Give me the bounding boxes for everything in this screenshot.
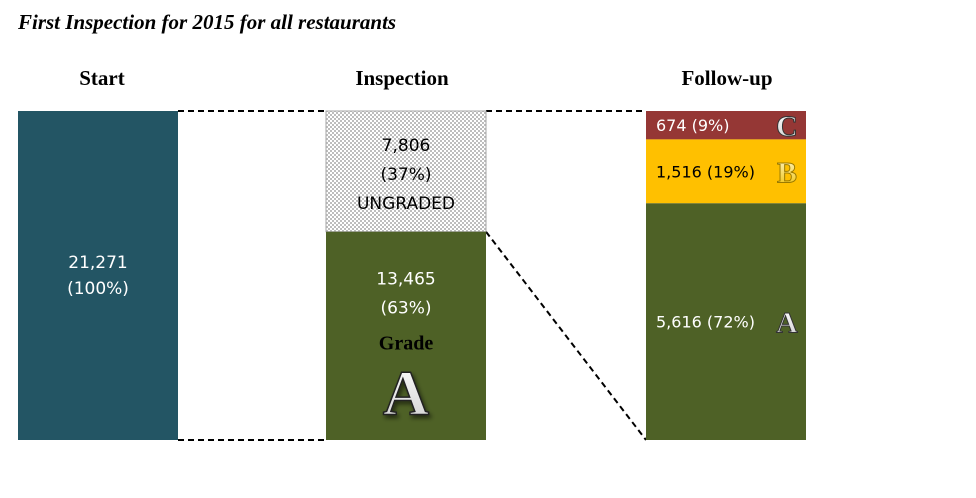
bar-follow-up-grade-a [646,203,806,440]
ungraded-status-label: UNGRADED [357,194,455,214]
stage-label-start: Start [79,66,125,90]
start-percent-label: (100%) [67,279,129,299]
ungraded-value-label: 7,806 [382,136,431,156]
bar-follow-up-grade-b [646,139,806,204]
grade-c-letter-icon: C [776,110,798,143]
follow-up-grade-a-letter-icon: A [776,307,798,340]
chart-title: First Inspection for 2015 for all restau… [18,10,397,34]
follow-up-b-label: 1,516 (19%) [656,162,755,181]
start-value-label: 21,271 [68,253,127,273]
grade-a-value-label: 13,465 [376,270,435,290]
bar-inspection-grade-a [326,231,486,440]
ungraded-percent-label: (37%) [380,165,431,185]
grade-b-letter-icon: B [777,156,797,189]
connector-inspection-diagonal [485,231,647,441]
follow-up-c-label: 674 (9%) [656,116,730,135]
grade-word-label: Grade [379,333,434,355]
stage-label-follow-up: Follow-up [681,66,773,90]
follow-up-a-label: 5,616 (72%) [656,313,755,332]
bar-inspection-ungraded [325,110,487,233]
bar-start [18,111,178,440]
stage-label-inspection: Inspection [355,66,449,90]
grade-a-percent-label: (63%) [380,299,431,319]
bar-follow-up-grade-c [646,111,806,140]
grade-a-letter-icon: A [383,358,429,429]
